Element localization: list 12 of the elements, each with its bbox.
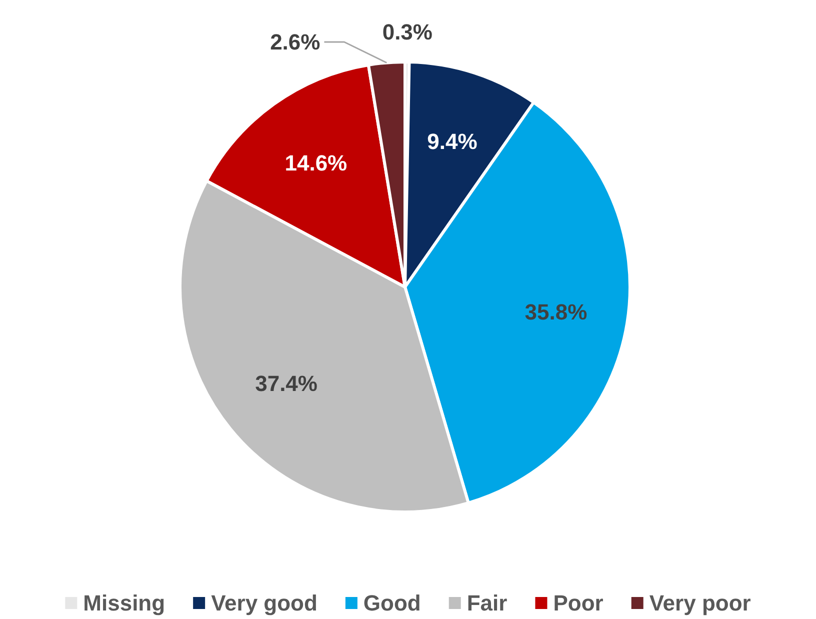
data-label: 37.4% (255, 371, 318, 396)
data-label: 35.8% (524, 299, 588, 324)
legend-label: Very good (211, 590, 318, 616)
data-label: 0.3% (382, 20, 432, 45)
legend-label: Good (363, 590, 421, 616)
data-label: 2.6% (270, 30, 320, 55)
legend-label: Fair (466, 590, 508, 616)
legend-label: Very poor (649, 590, 752, 616)
data-label: 14.6% (284, 150, 348, 176)
data-label: 9.4% (427, 129, 478, 154)
legend-label: Poor (553, 590, 604, 616)
legend-label: Missing (83, 590, 166, 616)
